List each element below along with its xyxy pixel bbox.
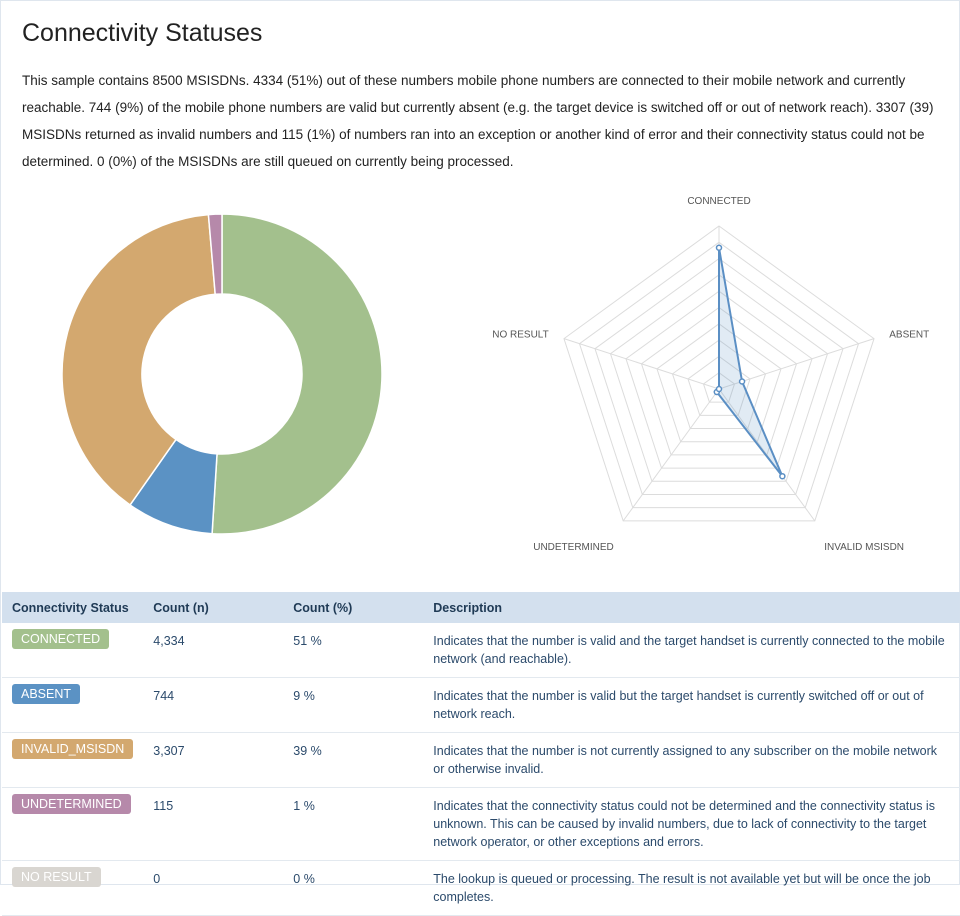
count-cell: 0	[143, 860, 284, 916]
table-row: UNDETERMINED 115 1 % Indicates that the …	[2, 787, 960, 861]
donut-slice-undetermined	[207, 213, 223, 296]
radar-grid-ring	[625, 290, 813, 469]
description-cell: Indicates that the number is valid but t…	[423, 677, 960, 733]
radar-axis-label: INVALID MSISDN	[824, 542, 904, 553]
donut-chart	[61, 213, 383, 535]
header-count: Count (n)	[153, 600, 209, 615]
page-title: Connectivity Statuses	[22, 19, 263, 47]
summary-text: This sample contains 8500 MSISDNs. 4334 …	[22, 73, 934, 169]
radar-point-connected	[715, 244, 723, 251]
percent-cell: 39 %	[283, 732, 424, 788]
description-cell: Indicates that the connectivity status c…	[423, 787, 960, 861]
radar-chart: CONNECTED ABSENT INVALID MSISDN UNDETERMINE…	[492, 196, 929, 553]
percent-cell: 9 %	[283, 677, 424, 733]
status-badge: NO RESULT	[12, 867, 101, 887]
radar-grid-ring	[656, 323, 782, 443]
radar-spoke	[563, 338, 720, 390]
donut-slice-connected	[211, 213, 383, 535]
percent-cell: 51 %	[283, 623, 424, 678]
donut-slice-invalid-msisdn	[61, 213, 217, 507]
table-row: NO RESULT 0 0 % The lookup is queued or …	[2, 860, 960, 916]
description-cell: Indicates that the number is not current…	[423, 732, 960, 788]
radar-grid-ring	[609, 274, 829, 482]
radar-axis-label: ABSENT	[889, 330, 929, 341]
status-badge: INVALID_MSISDN	[12, 739, 134, 759]
status-badge: ABSENT	[12, 684, 81, 704]
radar-point-no-result	[715, 385, 723, 393]
radar-axis-label: NO RESULT	[492, 330, 548, 341]
radar-grid-ring	[563, 225, 875, 522]
radar-axis-label: UNDETERMINED	[533, 542, 614, 553]
radar-point-absent	[738, 378, 746, 385]
radar-grid-ring	[578, 241, 860, 509]
table-row: ABSENT 744 9 % Indicates that the number…	[2, 677, 960, 733]
percent-cell: 0 %	[283, 860, 424, 916]
percent-cell: 1 %	[283, 787, 424, 861]
radar-grid-ring	[687, 355, 751, 416]
header-percent: Count (%)	[293, 600, 353, 615]
description-cell: The lookup is queued or processing. The …	[423, 860, 960, 916]
count-cell: 115	[143, 787, 284, 861]
count-cell: 4,334	[143, 623, 284, 678]
radar-axis-label: CONNECTED	[687, 196, 750, 207]
radar-grid-ring	[671, 339, 767, 430]
radar-grid-ring	[594, 257, 844, 495]
radar-grid-ring	[640, 306, 798, 456]
count-cell: 744	[143, 677, 284, 733]
radar-point-invalid-msisdn	[779, 472, 786, 480]
radar-grid-ring	[702, 372, 736, 403]
header-description: Description	[433, 600, 503, 615]
radar-spoke	[622, 388, 720, 522]
status-badge: CONNECTED	[12, 629, 110, 649]
status-table: Connectivity Status Count (n) Count (%) …	[2, 592, 960, 916]
count-cell: 3,307	[143, 732, 284, 788]
table-header-row: Connectivity Status Count (n) Count (%) …	[2, 592, 960, 623]
description-cell: Indicates that the number is valid and t…	[423, 623, 960, 678]
table-row: INVALID_MSISDN 3,307 39 % Indicates that…	[2, 732, 960, 788]
table-row: CONNECTED 4,334 51 % Indicates that the …	[2, 623, 960, 678]
radar-series-area	[715, 247, 784, 477]
header-status: Connectivity Status	[12, 600, 129, 615]
status-badge: UNDETERMINED	[12, 794, 131, 814]
